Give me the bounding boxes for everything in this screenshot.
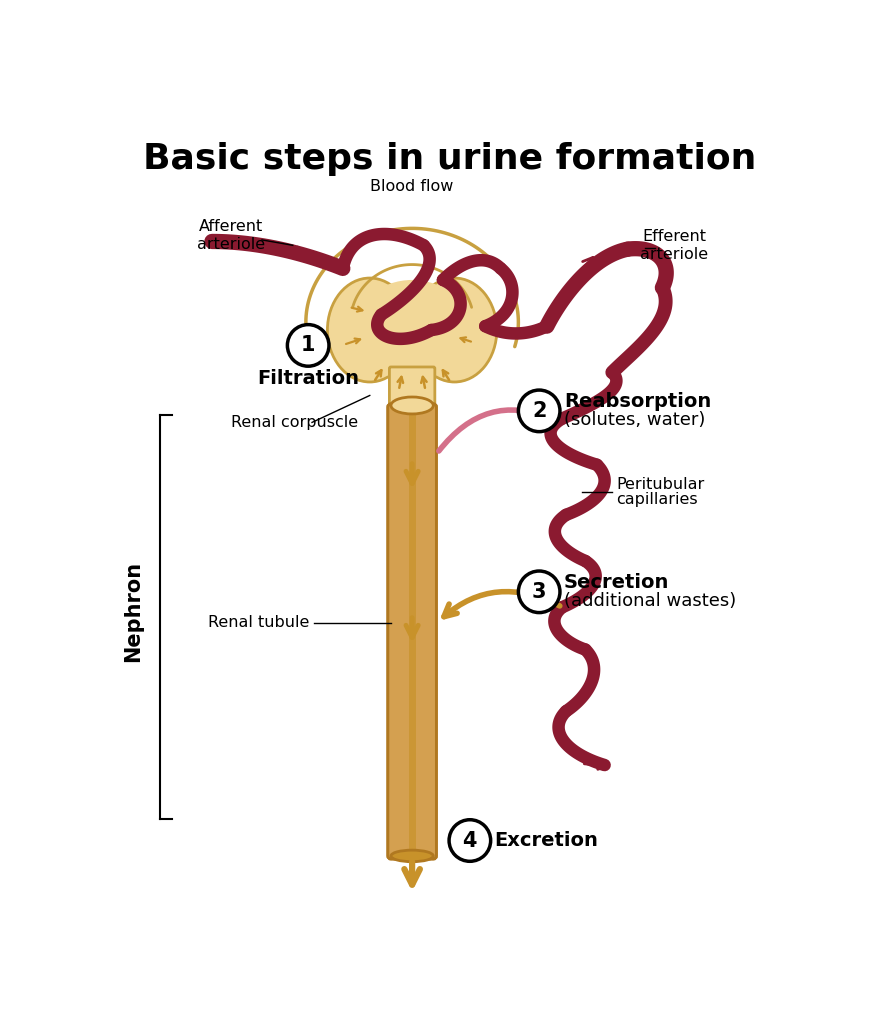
Ellipse shape bbox=[412, 279, 496, 382]
Text: Nephron: Nephron bbox=[124, 560, 143, 662]
Text: 3: 3 bbox=[532, 582, 546, 602]
Text: Afferent
arteriole: Afferent arteriole bbox=[197, 219, 265, 252]
Text: Efferent
arteriole: Efferent arteriole bbox=[640, 229, 708, 261]
Ellipse shape bbox=[391, 850, 433, 861]
Text: Reabsorption: Reabsorption bbox=[564, 392, 711, 411]
Text: 1: 1 bbox=[301, 336, 316, 355]
Circle shape bbox=[449, 820, 490, 861]
Text: Blood flow: Blood flow bbox=[370, 178, 453, 194]
Text: capillaries: capillaries bbox=[617, 492, 698, 507]
Text: Renal corpuscle: Renal corpuscle bbox=[232, 415, 359, 430]
Text: Basic steps in urine formation: Basic steps in urine formation bbox=[143, 142, 756, 176]
Bar bbox=[409, 412, 416, 851]
FancyBboxPatch shape bbox=[388, 403, 437, 859]
Text: Renal tubule: Renal tubule bbox=[208, 615, 310, 630]
Ellipse shape bbox=[391, 397, 433, 414]
Text: Secretion: Secretion bbox=[564, 572, 669, 592]
Circle shape bbox=[518, 390, 560, 432]
Text: (solutes, water): (solutes, water) bbox=[564, 411, 705, 429]
Text: Excretion: Excretion bbox=[495, 831, 598, 850]
Ellipse shape bbox=[354, 280, 470, 380]
Circle shape bbox=[288, 325, 329, 367]
Ellipse shape bbox=[327, 279, 412, 382]
Text: 2: 2 bbox=[532, 400, 546, 421]
FancyBboxPatch shape bbox=[388, 403, 437, 859]
Text: (additional wastes): (additional wastes) bbox=[564, 592, 736, 610]
FancyBboxPatch shape bbox=[389, 367, 435, 413]
Circle shape bbox=[518, 571, 560, 612]
Text: Filtration: Filtration bbox=[257, 369, 360, 387]
Text: 4: 4 bbox=[463, 830, 477, 851]
Text: Peritubular: Peritubular bbox=[617, 477, 704, 492]
